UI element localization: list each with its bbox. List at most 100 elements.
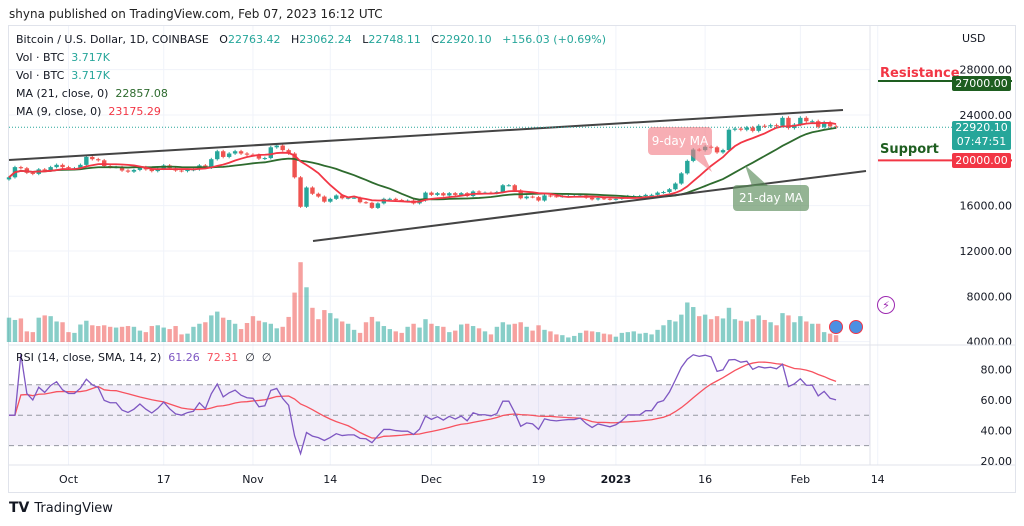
volume-bar <box>637 333 642 342</box>
volume-bar <box>691 307 696 342</box>
volume-bar <box>274 328 279 342</box>
volume-bar <box>726 307 732 342</box>
rsi-tick-label: 80.00 <box>981 364 1013 377</box>
volume-bar <box>476 328 482 342</box>
volume-bar <box>816 323 821 342</box>
volume-bar <box>226 319 232 342</box>
volume-bar <box>673 321 678 342</box>
volume-bar <box>786 315 791 342</box>
bar-countdown: 07:47:51 <box>956 135 1007 148</box>
volume-bar <box>262 322 268 342</box>
ma9-line <box>8 121 837 203</box>
candle-body <box>310 187 315 194</box>
candle-body <box>673 183 678 190</box>
volume-bar <box>518 322 523 342</box>
x-tick-label: Dec <box>421 473 442 486</box>
candle-body <box>667 189 672 193</box>
volume-bar <box>250 316 256 342</box>
candle-body <box>738 128 744 130</box>
volume-bar <box>655 329 660 342</box>
close-label: C <box>431 33 440 46</box>
volume-bar <box>595 332 601 342</box>
candle-body <box>512 185 517 191</box>
ma9-callout-pointer <box>690 155 712 172</box>
price-tick-label: 28000.00 <box>960 64 1013 77</box>
volume-bar <box>566 337 571 342</box>
candle-body <box>334 195 339 199</box>
candle-body <box>357 197 363 203</box>
volume-bar <box>661 325 666 342</box>
candle-body <box>804 117 809 122</box>
candle-body <box>441 193 446 196</box>
rsi-tick-label: 20.00 <box>981 455 1013 468</box>
volume-bar <box>429 323 434 342</box>
candle-body <box>762 125 767 127</box>
event-flag-icon[interactable] <box>829 320 843 334</box>
candle-body <box>149 169 154 172</box>
candle-body <box>833 126 839 128</box>
candle-body <box>268 147 273 159</box>
volume-bar <box>387 329 392 342</box>
lightning-icon[interactable]: ⚡ <box>877 296 895 314</box>
volume-bar <box>643 332 648 342</box>
candle-body <box>262 158 268 160</box>
volume-bar <box>798 316 803 342</box>
volume-bar <box>625 332 630 342</box>
candle-body <box>589 197 595 200</box>
ma21-callout-pointer <box>745 165 768 186</box>
volume-bar <box>792 322 797 342</box>
volume-bar <box>459 324 464 342</box>
candle-body <box>215 151 220 160</box>
rsi-label: RSI (14, close, SMA, 14, 2) <box>16 351 162 364</box>
volume-bar <box>345 323 351 342</box>
candle-body <box>280 145 285 151</box>
symbol-title: Bitcoin / U.S. Dollar, 1D, COINBASE <box>16 33 209 46</box>
volume-bar <box>232 323 238 342</box>
volume-bar <box>197 323 202 342</box>
candle-body <box>607 198 613 200</box>
volume-bar <box>548 331 553 342</box>
volume-bar <box>399 332 404 342</box>
candle-body <box>137 167 143 170</box>
candle-body <box>340 195 345 199</box>
volume-bar <box>613 336 619 342</box>
candle-body <box>453 193 458 195</box>
volume-bar <box>435 326 440 342</box>
volume-bar <box>827 333 833 342</box>
volume-bar <box>149 326 154 342</box>
rsi-na-1: ∅ <box>245 351 255 364</box>
volume-bar <box>24 331 30 342</box>
candle-body <box>375 203 381 208</box>
ma21-label: MA (21, close, 0) <box>16 87 109 100</box>
candle-body <box>744 127 749 130</box>
open-value: 22763.42 <box>227 33 281 46</box>
candle-body <box>238 151 244 154</box>
support-label: Support <box>880 142 939 157</box>
vol-value: 3.717K <box>71 69 110 82</box>
volume-bar <box>363 322 369 342</box>
volume-bar <box>572 335 577 342</box>
candle-body <box>429 192 434 195</box>
x-tick-label: 14 <box>323 473 337 486</box>
volume-bar <box>125 326 131 342</box>
x-tick-label: Oct <box>59 473 79 486</box>
volume-bar <box>833 335 839 342</box>
volume-bar <box>441 326 446 342</box>
volume-bar <box>554 334 559 342</box>
event-flag-icon[interactable] <box>849 320 863 334</box>
candle-body <box>780 117 785 126</box>
close-value: 22920.10 <box>439 33 492 46</box>
volume-bar <box>131 326 137 342</box>
candle-body <box>387 198 392 200</box>
price-tick-label: 24000.00 <box>960 109 1013 122</box>
resistance-label: Resistance <box>880 66 960 81</box>
candle-body <box>125 170 131 172</box>
candle-body <box>756 125 761 131</box>
ma9-legend: MA (9, close, 0) 23175.29 <box>16 105 161 118</box>
volume-bar <box>375 321 381 342</box>
candle-body <box>90 156 95 160</box>
rsi-legend: RSI (14, close, SMA, 14, 2) 61.26 72.31 … <box>16 351 271 364</box>
volume-bar <box>60 322 65 342</box>
candle-body <box>423 192 428 201</box>
